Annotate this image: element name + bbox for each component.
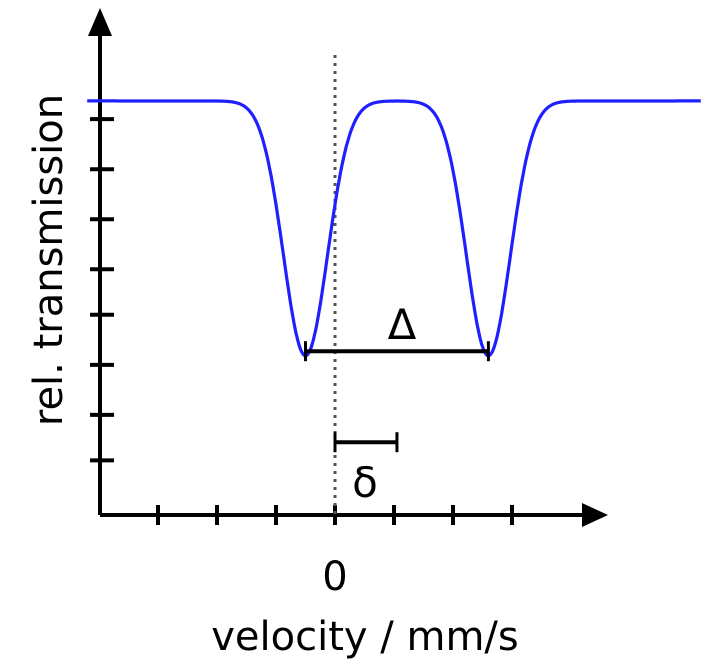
axis-labels: velocity / mm/s rel. transmission xyxy=(26,94,519,660)
x-axis-label: velocity / mm/s xyxy=(211,614,518,660)
quadrupole-splitting-label: Δ xyxy=(388,300,417,349)
y-axis-arrowhead xyxy=(88,8,112,36)
spectrum-line xyxy=(87,99,701,358)
isomer-shift-label: δ xyxy=(352,458,378,507)
ticks: 0 xyxy=(90,117,514,600)
y-axis-label: rel. transmission xyxy=(26,94,72,426)
annotations: Δδ xyxy=(304,300,490,507)
axes xyxy=(88,8,608,527)
spectrum-curve xyxy=(87,99,701,358)
x-axis-arrowhead xyxy=(582,503,608,527)
x-tick-label: 0 xyxy=(322,554,347,600)
